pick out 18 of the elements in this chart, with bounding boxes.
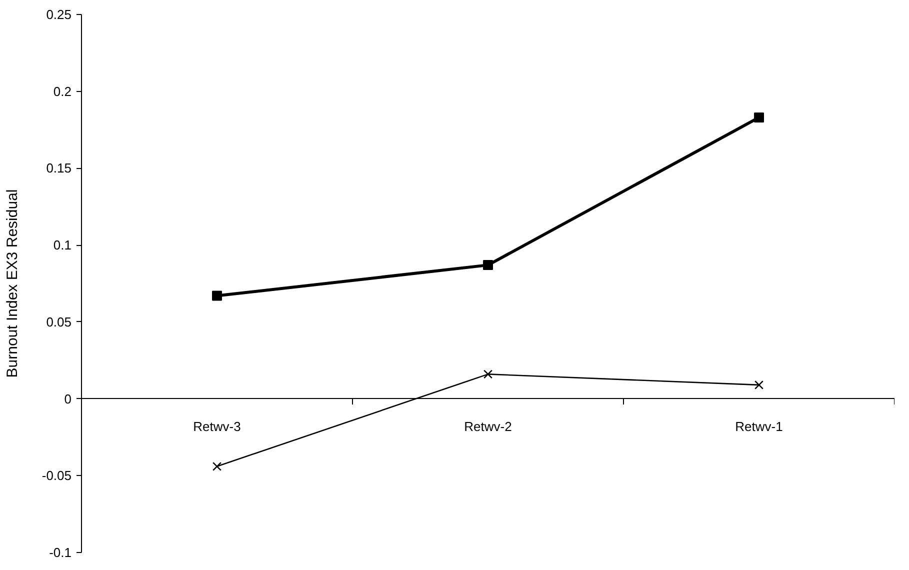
y-tick-label: -0.05 [42, 468, 72, 484]
point [483, 260, 493, 270]
x-tick-label: Retwv-2 [464, 418, 512, 434]
point [483, 370, 493, 379]
y-tick-label: 0.25 [46, 7, 72, 22]
y-tick-label: 0.15 [46, 160, 72, 176]
point [754, 380, 764, 390]
point [212, 290, 222, 301]
x-tick-label: Retwv-1 [735, 418, 783, 434]
y-axis-title: Burnout Index EX3 Residual [4, 189, 21, 378]
point [754, 112, 764, 122]
y-tick-label: 0.05 [46, 314, 72, 330]
y-tick-label: 0.1 [53, 238, 72, 253]
y-tick-label: 0.2 [53, 84, 72, 99]
point [212, 462, 222, 471]
y-tick-label: 0 [64, 391, 72, 406]
x-tick-label: Retwv-3 [193, 418, 241, 434]
y-tick-label: -0.1 [49, 545, 72, 560]
